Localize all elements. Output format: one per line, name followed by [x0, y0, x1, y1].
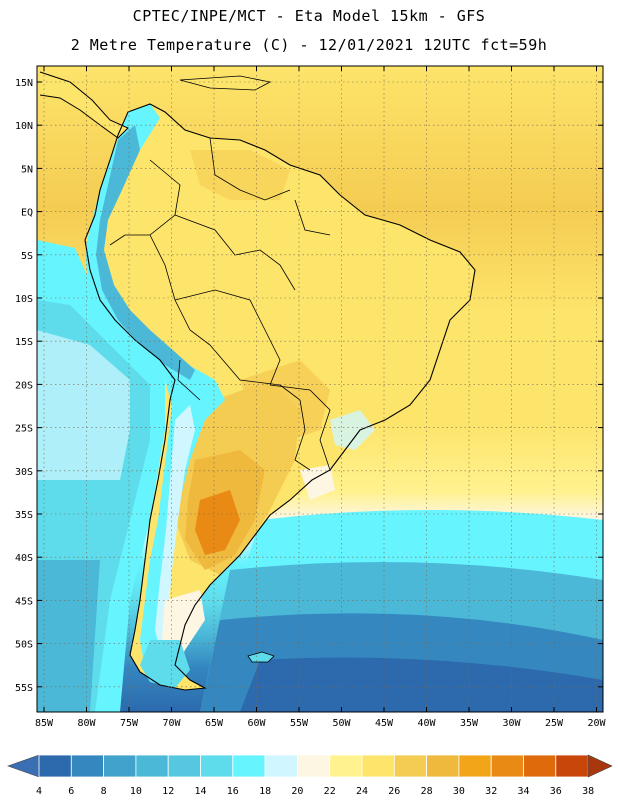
lat-label: EQ	[21, 208, 33, 219]
lat-label: 35S	[15, 510, 33, 521]
lon-label: 30W	[502, 718, 521, 729]
lat-label: 30S	[15, 467, 33, 478]
colorbar-label: 8	[101, 786, 107, 797]
lon-label: 60W	[247, 718, 266, 729]
colorbar-label: 18	[259, 786, 271, 797]
colorbar-box	[490, 754, 524, 778]
colorbar-label: 38	[582, 786, 594, 797]
colorbar-box	[426, 754, 460, 778]
uruguay-mild-zone	[300, 465, 335, 500]
axis-ticks	[37, 66, 603, 712]
lat-label: 15N	[15, 78, 33, 89]
colorbar-label: 4	[36, 786, 42, 797]
lat-label: 15S	[15, 337, 33, 348]
colorbar-label: 22	[324, 786, 336, 797]
colorbar-label: 20	[291, 786, 303, 797]
chaco-warm-zone	[240, 360, 330, 440]
lat-label: 5N	[21, 164, 33, 175]
lon-label: 85W	[35, 718, 54, 729]
colorbar-label: 14	[194, 786, 206, 797]
lon-label: 65W	[205, 718, 224, 729]
colorbar-under-arrow	[7, 754, 40, 778]
coastline	[84, 103, 476, 691]
lat-label: 45S	[15, 596, 33, 607]
atlantic-coldest-band	[240, 657, 603, 712]
colorbar-label: 34	[517, 786, 529, 797]
map-title-line-2: 2 Metre Temperature (C) - 12/01/2021 12U…	[70, 36, 548, 54]
lat-label: 20S	[15, 380, 33, 391]
colorbar-box	[70, 754, 105, 778]
lat-label: 40S	[15, 553, 33, 564]
andes-cold-core	[96, 125, 195, 380]
colorbar-box	[329, 754, 363, 778]
lat-label: 10N	[15, 121, 33, 132]
latitude-labels: 15N 10N 5N EQ 5S 10S 15S 20S 25S 30S 35S 40S 45S 50S 5…	[15, 78, 33, 694]
lon-label: 80W	[77, 718, 96, 729]
colorbar-box	[296, 754, 331, 778]
colorbar-box	[264, 754, 298, 778]
map-field	[37, 66, 603, 712]
pacific-south-band	[37, 560, 100, 712]
colorbar-label: 30	[453, 786, 465, 797]
lon-label: 40W	[417, 718, 436, 729]
colorbar-legend: 4 6 8 10 12 14 16 18 20 22 24 26 28 30 32 34 36 38	[7, 754, 613, 797]
lat-label: 5S	[21, 251, 33, 262]
colorbar-box	[135, 754, 169, 778]
falklands-coast	[247, 651, 275, 663]
central-america-land	[40, 72, 128, 138]
lon-label: 25W	[545, 718, 564, 729]
colorbar-box	[38, 754, 72, 778]
colorbar-label: 16	[227, 786, 239, 797]
lat-label: 50S	[15, 640, 33, 651]
colorbar-label: 32	[485, 786, 497, 797]
colorbar-box	[555, 754, 589, 778]
colorbar-labels: 4 6 8 10 12 14 16 18 20 22 24 26 28 30 32 34 36 38	[36, 786, 594, 797]
colorbar-box	[232, 754, 266, 778]
colorbar-box	[458, 754, 492, 778]
caribbean-islands	[180, 76, 270, 90]
map-title-line-1: CPTEC/INPE/MCT - Eta Model 15km - GFS	[132, 7, 486, 25]
andes-cool-belt	[85, 104, 225, 670]
colorbar-over-arrow	[587, 754, 613, 778]
colorbar-label: 12	[162, 786, 174, 797]
argentina-hottest-zone	[195, 490, 240, 555]
colorbar-box	[361, 754, 395, 778]
lat-label: 55S	[15, 683, 33, 694]
central-america-coast	[39, 71, 129, 139]
pacific-pale-band	[37, 330, 130, 480]
lon-label: 35W	[460, 718, 479, 729]
lon-label: 70W	[162, 718, 181, 729]
colorbar-label: 28	[421, 786, 433, 797]
colorbar-boxes	[7, 754, 613, 778]
temperature-map: 15N 10N 5N EQ 5S 10S 15S 20S 25S 30S 35S 40S 45S 50S 5…	[15, 65, 607, 729]
lon-label: 50W	[332, 718, 351, 729]
map-frame	[36, 65, 604, 713]
colorbar-box	[393, 754, 427, 778]
colorbar-label: 10	[130, 786, 142, 797]
lat-label: 25S	[15, 424, 33, 435]
tierra-del-fuego-cool	[140, 640, 190, 688]
caribbean-coast	[179, 75, 272, 91]
colorbar-label: 26	[388, 786, 400, 797]
colorbar-label: 36	[550, 786, 562, 797]
colorbar-label: 6	[68, 786, 74, 797]
colorbar-box	[167, 754, 201, 778]
colorbar-box	[103, 754, 137, 778]
longitude-labels: 85W 80W 75W 70W 65W 60W 55W 50W 45W 40W 35W 30W 25W 2…	[35, 718, 607, 729]
lon-label: 45W	[375, 718, 394, 729]
colorbar-box	[200, 754, 234, 778]
southern-andes-snow	[155, 405, 195, 650]
colorbar-box	[523, 754, 557, 778]
venezuela-warm-zone	[190, 150, 290, 200]
lon-label: 75W	[120, 718, 139, 729]
colorbar-label: 24	[356, 786, 368, 797]
lon-label: 20W	[587, 718, 606, 729]
lat-label: 10S	[15, 294, 33, 305]
lon-label: 55W	[290, 718, 309, 729]
